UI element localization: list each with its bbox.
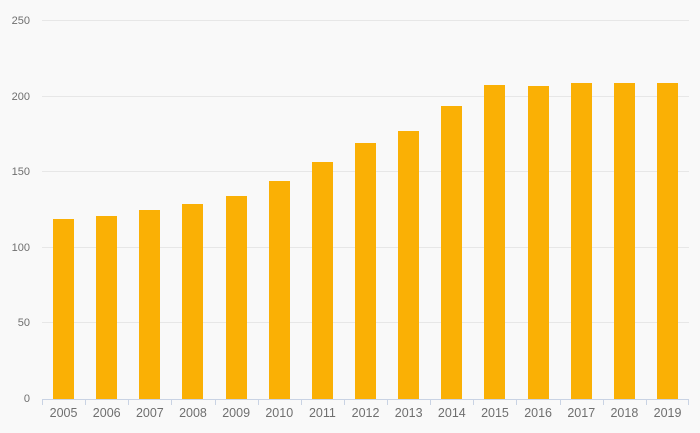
x-tick-label-2011: 2011 <box>308 406 336 420</box>
bar-2018[interactable] <box>613 83 635 399</box>
y-tick-label-100: 100 <box>11 241 30 254</box>
bar-slot-2014 <box>430 21 473 399</box>
x-tick-label-2013: 2013 <box>394 406 423 420</box>
x-tick-label-2014: 2014 <box>437 406 466 420</box>
y-tick-label-150: 150 <box>11 166 30 179</box>
bar-slot-2009 <box>215 21 258 399</box>
bar-slot-2008 <box>171 21 214 399</box>
x-tick-label-2007: 2007 <box>135 406 164 420</box>
x-tick-label-2006: 2006 <box>92 406 121 420</box>
x-axis-tick <box>257 399 259 405</box>
y-tick-label-250: 250 <box>11 15 30 27</box>
x-axis-tick <box>645 399 647 405</box>
y-tick-label-200: 200 <box>11 90 30 103</box>
bar-2015[interactable] <box>484 84 506 399</box>
gridline-200 <box>42 95 689 97</box>
bar-slot-2013 <box>387 21 430 399</box>
x-axis-line <box>42 399 689 400</box>
x-tick-label-2017: 2017 <box>567 406 596 420</box>
x-tick-label-2012: 2012 <box>351 406 380 420</box>
y-tick-label-50: 50 <box>17 317 30 330</box>
x-tick-label-2018: 2018 <box>610 406 639 420</box>
x-axis-tick <box>42 399 43 405</box>
bar-2010[interactable] <box>268 181 290 399</box>
x-axis-tick <box>602 399 604 405</box>
gridline-250 <box>42 20 689 21</box>
x-axis-tick <box>171 399 173 405</box>
bar-slot-2012 <box>344 21 387 399</box>
bar-2005[interactable] <box>53 219 75 399</box>
bar-slot-2010 <box>258 21 301 399</box>
x-axis-tick <box>214 399 216 405</box>
bar-2016[interactable] <box>527 86 549 399</box>
bar-slot-2006 <box>85 21 128 399</box>
bar-2014[interactable] <box>441 105 463 399</box>
x-tick-label-2019: 2019 <box>653 406 682 420</box>
x-axis-tick <box>516 399 518 405</box>
plot-area <box>42 20 689 405</box>
bar-slot-2005 <box>42 21 85 399</box>
x-tick-label-2010: 2010 <box>265 406 294 420</box>
x-axis-tick <box>559 399 561 405</box>
x-tick-label-2008: 2008 <box>179 406 207 420</box>
x-tick-label-2009: 2009 <box>222 406 251 420</box>
y-axis: 0 50 100 150 200 250 <box>0 0 30 433</box>
bar-2019[interactable] <box>657 83 679 399</box>
bar-slot-2016 <box>517 21 560 399</box>
bar-2006[interactable] <box>96 216 118 399</box>
bar-slot-2018 <box>603 21 646 399</box>
x-axis-tick <box>688 399 689 405</box>
x-tick-label-2005: 2005 <box>49 406 78 420</box>
x-axis-tick <box>430 399 432 405</box>
bar-2011[interactable] <box>311 161 333 399</box>
bar-slot-2017 <box>560 21 603 399</box>
x-axis-tick <box>343 399 345 405</box>
x-axis-tick <box>387 399 389 405</box>
x-axis-tick <box>473 399 475 405</box>
x-axis: 2005 2006 2007 2008 2009 2010 2011 2012 2013 2014… <box>42 406 689 420</box>
bar-2007[interactable] <box>139 210 161 399</box>
bar-2012[interactable] <box>355 143 377 399</box>
x-tick-label-2015: 2015 <box>481 406 509 420</box>
bar-2009[interactable] <box>225 196 247 399</box>
x-axis-tick <box>128 399 130 405</box>
x-axis-tick <box>85 399 87 405</box>
bar-2017[interactable] <box>570 83 592 399</box>
bar-slot-2007 <box>128 21 171 399</box>
bars-row <box>42 21 689 399</box>
bar-2008[interactable] <box>182 203 204 399</box>
bar-slot-2011 <box>301 21 344 399</box>
bar-slot-2019 <box>646 21 689 399</box>
x-axis-tick <box>300 399 302 405</box>
x-tick-label-2016: 2016 <box>524 406 553 420</box>
y-tick-label-0: 0 <box>23 393 30 405</box>
bar-2013[interactable] <box>398 131 420 399</box>
bar-slot-2015 <box>473 21 516 399</box>
